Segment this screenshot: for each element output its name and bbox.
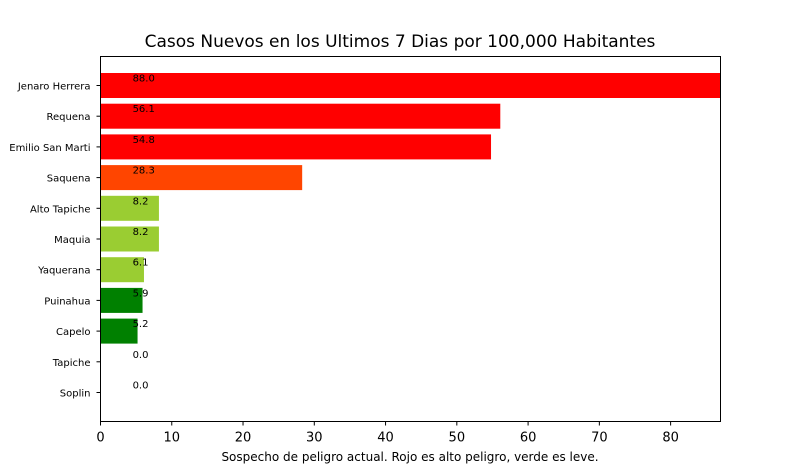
data-label: 6.1 [133, 258, 149, 269]
x-tick-label: 30 [306, 431, 323, 446]
bar [100, 134, 492, 160]
bar [100, 287, 143, 313]
bar [100, 257, 144, 283]
y-category-label: Soplin [60, 389, 91, 400]
data-label: 8.2 [133, 196, 149, 207]
data-label: 54.8 [133, 135, 155, 146]
x-tick-label: 80 [662, 431, 679, 446]
bar [100, 318, 138, 344]
x-tick-label: 10 [163, 431, 180, 446]
data-label: 5.2 [133, 319, 149, 330]
y-category-label: Requena [47, 112, 91, 123]
bar [100, 73, 721, 98]
bar [100, 226, 159, 252]
data-label: 8.2 [133, 227, 149, 238]
y-category-label: Tapiche [52, 358, 91, 369]
x-tick-label: 20 [235, 431, 252, 446]
data-label: 56.1 [133, 104, 155, 115]
x-tick-label: 70 [591, 431, 608, 446]
bars-layer [100, 73, 721, 344]
y-category-labels: Jenaro Herrera Requena Emilio San Marti Saq… [9, 82, 101, 400]
data-label: 0.0 [133, 381, 149, 392]
y-category-label: Alto Tapiche [30, 204, 91, 215]
bar [100, 195, 159, 221]
x-axis-label: Sospecho de peligro actual. Rojo es alto… [221, 450, 598, 464]
y-category-label: Yaquerana [37, 266, 90, 277]
data-label: 88.0 [133, 74, 155, 85]
y-category-label: Emilio San Marti [9, 143, 90, 154]
x-axis-ticks: 0 10 20 30 40 50 60 70 80 [96, 421, 679, 446]
y-category-label: Jenaro Herrera [17, 82, 91, 93]
data-label: 0.0 [133, 350, 149, 361]
chart-title: Casos Nuevos en los Ultimos 7 Dias por 1… [145, 32, 656, 52]
y-category-label: Maquia [54, 235, 90, 246]
bar [100, 103, 501, 129]
plot-frame [100, 56, 721, 422]
x-tick-label: 60 [520, 431, 537, 446]
bar [100, 165, 303, 191]
x-tick-label: 50 [449, 431, 466, 446]
data-label: 28.3 [133, 166, 155, 177]
data-labels-layer: 88.0 56.1 54.8 28.3 8.2 8.2 6.1 5.9 5.2 0.0 0.0 [133, 74, 155, 392]
data-label: 5.9 [133, 288, 149, 299]
y-category-label: Saquena [47, 174, 91, 185]
y-category-label: Puinahua [44, 296, 90, 307]
x-tick-label: 0 [96, 431, 104, 446]
x-tick-label: 40 [377, 431, 394, 446]
y-category-label: Capelo [56, 327, 91, 338]
